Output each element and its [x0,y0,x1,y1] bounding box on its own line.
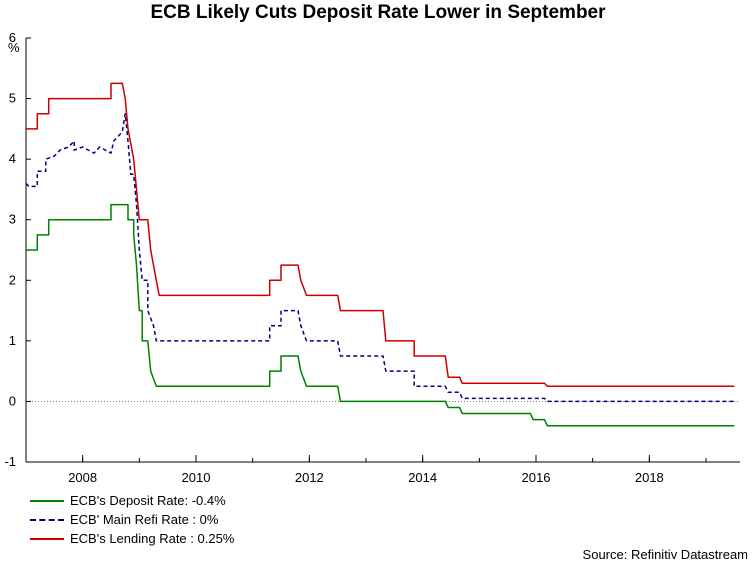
x-tick-label: 2018 [635,470,664,485]
chart-title: ECB Likely Cuts Deposit Rate Lower in Se… [150,2,606,23]
series-line-1 [25,112,735,403]
legend-swatch [30,518,64,521]
y-tick-label: 3 [9,212,16,227]
legend-item-1: ECB' Main Refi Rate : 0% [30,510,234,529]
series-line-0 [26,203,735,427]
x-tick-label: 2010 [182,470,211,485]
axes: -1 0 1 2 3 4 5 6 2008 2010 2012 2014 2016 2018 [4,30,740,485]
y-tick-label: 6 [9,30,16,45]
legend-item-2: ECB's Lending Rate : 0.25% [30,529,234,548]
legend-label: ECB's Deposit Rate: -0.4% [70,493,226,508]
source-note: Source: Refinitiv Datastream [582,547,748,562]
y-tick-label: 5 [9,91,16,106]
legend-label: ECB' Main Refi Rate : 0% [70,512,219,527]
series-layer [25,82,735,427]
y-axis-unit: % [8,40,20,55]
x-tick-label: 2008 [68,470,97,485]
y-tick-label: -1 [4,454,16,469]
legend-swatch [30,499,64,502]
y-tick-label: 0 [9,393,16,408]
legend-label: ECB's Lending Rate : 0.25% [70,531,235,546]
x-tick-label: 2012 [295,470,324,485]
x-tick-label: 2014 [408,470,437,485]
x-tick-label: 2016 [522,470,551,485]
y-tick-label: 4 [9,151,16,166]
legend: ECB's Deposit Rate: -0.4% ECB' Main Refi … [30,491,234,548]
legend-swatch [30,537,64,540]
legend-item-0: ECB's Deposit Rate: -0.4% [30,491,234,510]
series-line-2 [26,82,735,388]
y-tick-label: 2 [9,272,16,287]
y-tick-label: 1 [9,333,16,348]
